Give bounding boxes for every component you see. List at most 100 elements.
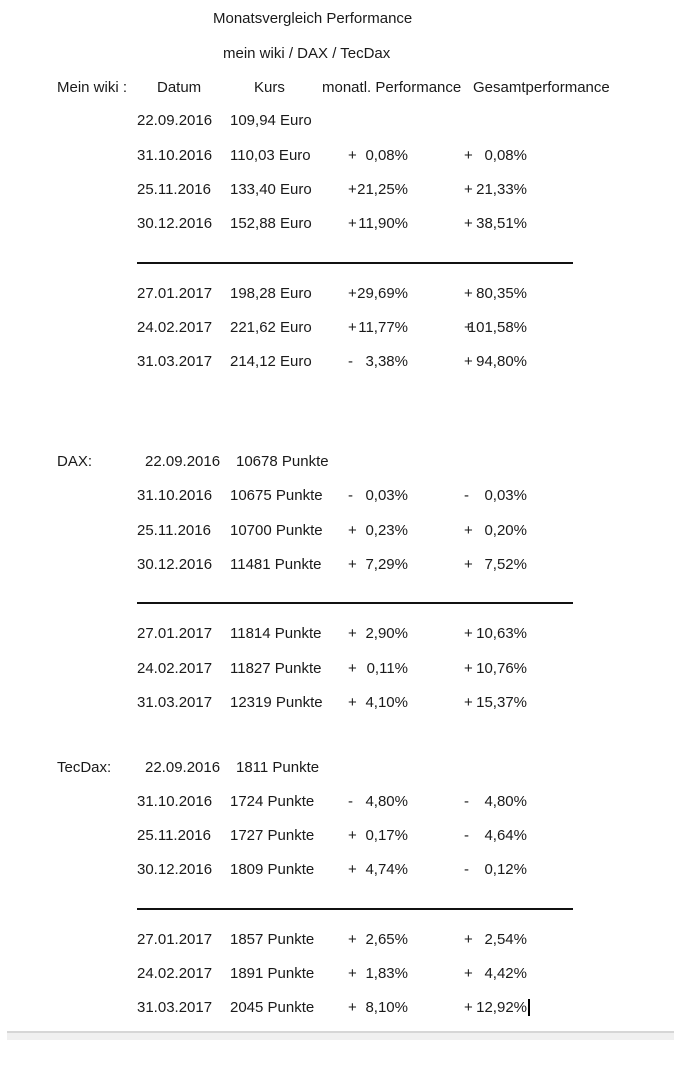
header-owner-label: Mein wiki : xyxy=(57,79,128,96)
date-cell: 30.12.2016 xyxy=(137,215,213,232)
total-value: 10,63% xyxy=(476,625,527,642)
total-sign: + xyxy=(464,694,473,711)
monthly-value: 2,90% xyxy=(365,625,408,642)
monthly-sign: + xyxy=(348,625,357,642)
total-sign: + xyxy=(464,319,473,336)
monthly-sign: + xyxy=(348,522,357,539)
total-sign: + xyxy=(464,556,473,573)
total-sign: + xyxy=(464,353,473,370)
total-value: 38,51% xyxy=(476,215,527,232)
date-cell: 31.03.2017 xyxy=(137,694,213,711)
monthly-sign: + xyxy=(348,861,357,878)
price-cell: 10675 Punkte xyxy=(230,487,323,504)
text-caret xyxy=(528,999,530,1016)
monthly-value: 3,38% xyxy=(365,353,408,370)
monthly-sign: + xyxy=(348,965,357,982)
section-label: TecDax: xyxy=(57,759,112,776)
subtitle-row: mein wiki / DAX / TecDax xyxy=(0,45,674,62)
table-row: 22.09.2016 109,94 Euro xyxy=(0,112,674,129)
monthly-value: 0,23% xyxy=(365,522,408,539)
monthly-sign: - xyxy=(348,487,353,504)
monthly-sign: + xyxy=(348,999,357,1016)
price-cell: 2045 Punkte xyxy=(230,999,315,1016)
table-row: 31.03.2017 2045 Punkte + 8,10% + 12,92% xyxy=(0,999,674,1016)
table-row: DAX: 22.09.2016 10678 Punkte xyxy=(0,453,674,470)
total-value: 10,76% xyxy=(476,660,527,677)
total-value: 21,33% xyxy=(476,181,527,198)
header-date: Datum xyxy=(157,79,202,96)
monthly-value: 2,65% xyxy=(365,931,408,948)
table-row: 27.01.2017 198,28 Euro + 29,69% + 80,35% xyxy=(0,285,674,302)
monthly-value: 29,69% xyxy=(357,285,408,302)
total-value: 101,58% xyxy=(467,319,527,336)
monthly-sign: - xyxy=(348,793,353,810)
horizontal-scrollbar[interactable] xyxy=(7,1031,674,1040)
date-cell: 30.12.2016 xyxy=(137,556,213,573)
price-cell: 12319 Punkte xyxy=(230,694,323,711)
price-cell: 11481 Punkte xyxy=(230,556,322,573)
monthly-value: 21,25% xyxy=(357,181,408,198)
section-divider xyxy=(137,908,573,910)
total-sign: + xyxy=(464,931,473,948)
monthly-value: 1,83% xyxy=(365,965,408,982)
total-sign: + xyxy=(464,181,473,198)
date-cell: 31.10.2016 xyxy=(137,147,213,164)
monthly-sign: + xyxy=(348,827,357,844)
price-cell: 109,94 Euro xyxy=(230,112,312,129)
table-row: 25.11.2016 133,40 Euro + 21,25% + 21,33% xyxy=(0,181,674,198)
total-sign: - xyxy=(464,827,469,844)
date-cell: 27.01.2017 xyxy=(137,931,213,948)
monthly-sign: + xyxy=(348,556,357,573)
table-row: 25.11.2016 1727 Punkte + 0,17% - 4,64% xyxy=(0,827,674,844)
monthly-sign: + xyxy=(348,660,357,677)
total-value: 0,03% xyxy=(484,487,527,504)
table-row: 24.02.2017 1891 Punkte + 1,83% + 4,42% xyxy=(0,965,674,982)
monthly-sign: + xyxy=(348,931,357,948)
total-value: 0,20% xyxy=(484,522,527,539)
section-divider xyxy=(137,262,573,264)
total-sign: + xyxy=(464,625,473,642)
table-row: 24.02.2017 221,62 Euro + 11,77% + 101,58… xyxy=(0,319,674,336)
page-title: Monatsvergleich Performance xyxy=(213,10,413,27)
monthly-value: 4,74% xyxy=(365,861,408,878)
table-row: 27.01.2017 1857 Punkte + 2,65% + 2,54% xyxy=(0,931,674,948)
total-value: 4,80% xyxy=(484,793,527,810)
price-cell: 10678 Punkte xyxy=(236,453,329,470)
table-row: 30.12.2016 152,88 Euro + 11,90% + 38,51% xyxy=(0,215,674,232)
total-value: 7,52% xyxy=(484,556,527,573)
date-cell: 24.02.2017 xyxy=(137,319,213,336)
monthly-value: 8,10% xyxy=(365,999,408,1016)
date-cell: 25.11.2016 xyxy=(137,827,211,844)
total-sign: - xyxy=(464,487,469,504)
total-sign: + xyxy=(464,215,473,232)
monthly-sign: + xyxy=(348,694,357,711)
total-sign: + xyxy=(464,660,473,677)
date-cell: 24.02.2017 xyxy=(137,660,213,677)
monthly-value: 0,17% xyxy=(365,827,408,844)
date-cell: 24.02.2017 xyxy=(137,965,213,982)
section-label: DAX: xyxy=(57,453,93,470)
column-header-row: Mein wiki : Datum Kurs monatl. Performan… xyxy=(0,79,674,96)
title-row: Monatsvergleich Performance xyxy=(0,10,674,27)
monthly-value: 0,03% xyxy=(365,487,408,504)
date-cell: 31.03.2017 xyxy=(137,353,213,370)
date-cell: 31.10.2016 xyxy=(137,793,213,810)
date-cell: 25.11.2016 xyxy=(137,522,211,539)
date-cell: 22.09.2016 xyxy=(137,112,213,129)
header-total: Gesamtperformance xyxy=(473,79,610,96)
price-cell: 1809 Punkte xyxy=(230,861,315,878)
table-row: 31.10.2016 10675 Punkte - 0,03% - 0,03% xyxy=(0,487,674,504)
monthly-sign: + xyxy=(348,285,357,302)
monthly-value: 11,77% xyxy=(358,319,408,336)
date-cell: 27.01.2017 xyxy=(137,285,213,302)
price-cell: 152,88 Euro xyxy=(230,215,312,232)
price-cell: 11827 Punkte xyxy=(230,660,322,677)
total-value: 12,92% xyxy=(476,999,527,1016)
total-sign: + xyxy=(464,522,473,539)
date-cell: 25.11.2016 xyxy=(137,181,211,198)
table-row: 31.03.2017 12319 Punkte + 4,10% + 15,37% xyxy=(0,694,674,711)
total-value: 2,54% xyxy=(484,931,527,948)
total-sign: - xyxy=(464,793,469,810)
table-row: 27.01.2017 11814 Punkte + 2,90% + 10,63% xyxy=(0,625,674,642)
